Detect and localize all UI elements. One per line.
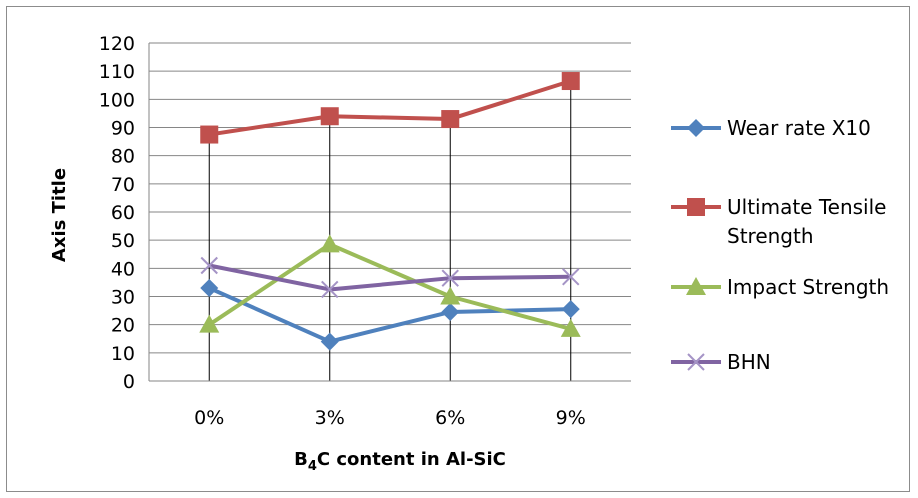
x-tick-labels: 0% 3% 6% 9%	[194, 407, 586, 429]
y-tick-label: 80	[111, 146, 135, 168]
y-tick-labels: 0 10 20 30 40 50 60 70 80 90 100 110 120	[99, 33, 135, 393]
y-tick-label: 120	[99, 33, 135, 55]
data-point	[319, 234, 340, 253]
series-line	[208, 242, 572, 331]
series-line	[208, 79, 572, 137]
y-tick-label: 50	[111, 230, 135, 252]
series-0	[200, 279, 580, 351]
data-point	[441, 110, 460, 129]
x-marker-stroke	[200, 256, 218, 275]
data-point	[321, 280, 339, 299]
y-tick-label: 60	[111, 202, 135, 224]
gridlines	[149, 42, 631, 382]
data-point	[200, 279, 219, 298]
data-point	[441, 269, 459, 287]
chart-frame: 0 10 20 30 40 50 60 70 80 90 100 110 120 0% 3% 6% 9% Ax…	[6, 6, 910, 492]
legend-item: Ultimate Tensile Strength	[671, 195, 886, 248]
y-tick-label: 20	[111, 315, 135, 337]
legend: Wear rate X10 Ultimate Tensile Strength Imp…	[671, 116, 889, 374]
x-axis-title-main: B	[294, 449, 308, 470]
y-tick-label: 90	[111, 118, 135, 140]
y-tick-label: 0	[123, 371, 135, 393]
data-point	[440, 286, 461, 305]
axes	[148, 43, 631, 382]
series-line	[208, 263, 571, 292]
y-tick-label: 10	[111, 343, 135, 365]
data-point	[320, 332, 339, 351]
legend-marker	[687, 119, 705, 137]
data-point	[200, 125, 219, 144]
legend-marker	[687, 198, 705, 216]
y-tick-label: 100	[99, 89, 135, 111]
data-point	[562, 268, 580, 286]
legend-item: Wear rate X10	[671, 116, 871, 140]
series-1	[200, 72, 580, 144]
data-point	[200, 256, 218, 275]
legend-label: BHN	[727, 350, 771, 374]
y-tick-label: 30	[111, 287, 135, 309]
x-marker-stroke	[687, 353, 705, 371]
x-tick-label: 0%	[194, 407, 224, 429]
x-axis-title-subscript: 4	[308, 459, 317, 474]
x-marker-stroke	[562, 268, 580, 286]
legend-marker	[687, 353, 705, 371]
line-chart: 0 10 20 30 40 50 60 70 80 90 100 110 120 0% 3% 6% 9% Ax…	[49, 33, 889, 474]
legend-item: BHN	[671, 350, 771, 374]
x-axis-title: B4C content in Al-SiC	[294, 449, 506, 474]
series-line	[208, 286, 571, 344]
legend-item: Impact Strength	[671, 275, 889, 299]
data-point	[561, 72, 580, 91]
data-point	[561, 300, 580, 319]
x-marker-stroke	[441, 269, 459, 287]
y-tick-label: 40	[111, 258, 135, 280]
legend-label: Ultimate Tensile Strength	[727, 195, 886, 248]
legend-label: Impact Strength	[727, 275, 889, 299]
series-3	[200, 256, 580, 299]
legend-label: Wear rate X10	[727, 116, 871, 140]
data-point	[560, 318, 581, 337]
x-tick-label: 6%	[435, 407, 465, 429]
x-marker-stroke	[321, 280, 339, 299]
series-2	[199, 234, 581, 337]
x-tick-label: 3%	[315, 407, 345, 429]
y-tick-label: 70	[111, 174, 135, 196]
series-group	[199, 72, 581, 351]
data-point	[441, 302, 460, 321]
x-axis-title-rest: C content in Al-SiC	[317, 449, 506, 470]
legend-marker	[686, 277, 706, 295]
data-point	[320, 107, 339, 126]
y-axis-title: Axis Title	[49, 168, 70, 262]
x-tick-label: 9%	[556, 407, 586, 429]
data-point	[199, 314, 220, 333]
y-tick-label: 110	[99, 61, 135, 83]
